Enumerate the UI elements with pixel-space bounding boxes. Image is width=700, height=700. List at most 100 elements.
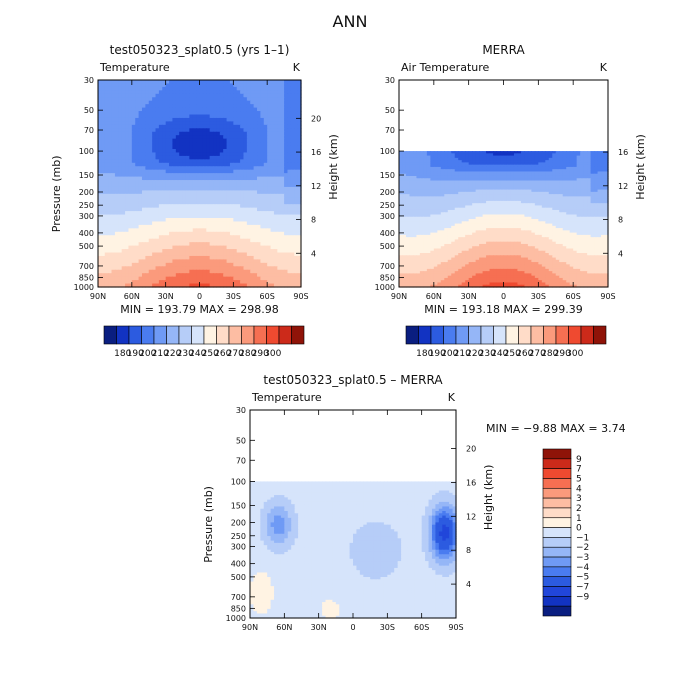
contour-cell (263, 145, 268, 150)
contour-cell (243, 214, 248, 219)
contour-cell (121, 138, 126, 143)
contour-cell (226, 228, 231, 233)
contour-cell (185, 173, 190, 178)
contour-cell (114, 218, 119, 223)
contour-cell (562, 182, 567, 186)
contour-cell (465, 185, 470, 188)
contour-cell (135, 204, 140, 209)
contour-cell (263, 273, 268, 278)
contour-cell (155, 235, 160, 240)
contour-cell (287, 121, 292, 126)
contour-cell (111, 273, 116, 278)
contour-cell (277, 266, 282, 271)
contour-cell (196, 173, 201, 178)
contour-cell (108, 273, 113, 278)
contour-cell (263, 166, 268, 171)
pressure-tick-label: 250 (79, 201, 94, 210)
contour-cell (419, 194, 424, 197)
contour-cell (294, 262, 299, 267)
contour-cell (552, 173, 557, 177)
contour-cell (128, 162, 133, 167)
contour-cell (263, 162, 268, 167)
contour-cell (280, 186, 285, 191)
contour-cell (405, 182, 411, 186)
contour-cell (104, 228, 109, 233)
contour-cell (486, 155, 491, 159)
contour-cell (250, 255, 255, 260)
contour-cell (243, 104, 248, 109)
contour-cell (260, 107, 265, 112)
contour-cell (155, 180, 160, 185)
contour-cell (233, 90, 238, 95)
contour-cell (145, 266, 150, 271)
contour-cell (423, 189, 428, 193)
contour-cell (196, 266, 201, 271)
contour-cell (152, 180, 157, 185)
contour-cell (253, 183, 258, 188)
contour-cell (118, 238, 123, 243)
contour-cell (430, 151, 435, 154)
contour-cell (573, 189, 578, 193)
contour-cell (458, 175, 463, 179)
contour-cell (531, 187, 536, 191)
contour-cell (179, 142, 184, 147)
contour-cell (284, 266, 289, 271)
contour-cell (423, 185, 428, 188)
contour-cell (104, 231, 109, 236)
contour-cell (284, 169, 289, 174)
contour-cell (506, 194, 512, 197)
contour-cell (135, 224, 140, 229)
contour-cell (240, 111, 245, 116)
contour-cell (444, 173, 449, 177)
contour-cell (196, 228, 201, 233)
contour-cell (273, 166, 278, 171)
contour-cell (548, 189, 553, 193)
contour-cell (236, 245, 241, 250)
contour-cell (423, 182, 428, 186)
contour-cell (541, 157, 546, 161)
contour-cell (419, 151, 424, 154)
contour-cell (290, 135, 295, 140)
contour-cell (148, 276, 153, 281)
contour-cell (409, 185, 414, 188)
contour-cell (233, 262, 238, 267)
contour-cell (597, 157, 602, 161)
contour-cell (216, 224, 221, 229)
contour-cell (527, 164, 532, 168)
contour-cell (461, 178, 466, 182)
contour-cell (158, 124, 163, 129)
contour-cell (185, 269, 190, 274)
contour-cell (447, 162, 452, 166)
contour-cell (223, 114, 228, 119)
contour-cell (580, 171, 585, 175)
contour-cell (141, 273, 146, 278)
contour-cell (267, 193, 272, 198)
contour-cell (213, 169, 218, 174)
contour-cell (409, 164, 414, 168)
contour-cell (458, 189, 463, 193)
contour-cell (482, 157, 487, 161)
contour-cell (240, 173, 245, 178)
contour-cell (206, 155, 211, 160)
contour-cell (253, 162, 258, 167)
colorbar-swatch (128, 325, 142, 345)
contour-cell (145, 259, 150, 264)
contour-cell (246, 186, 251, 191)
contour-cell (240, 221, 245, 226)
contour-cell (125, 197, 130, 202)
contour-cell (213, 176, 218, 181)
contour-cell (216, 269, 221, 274)
contour-cell (531, 169, 536, 173)
contour-cell (294, 218, 299, 223)
contour-cell (290, 245, 295, 250)
contour-cell (145, 93, 150, 98)
contour-cell (287, 186, 292, 191)
contour-cell (250, 228, 255, 233)
contour-cell (440, 194, 445, 197)
contour-cell (104, 262, 109, 267)
contour-cell (290, 252, 295, 257)
contour-cell (148, 235, 153, 240)
contour-cell (243, 128, 248, 133)
contour-cell (182, 107, 187, 112)
contour-cell (454, 191, 459, 195)
